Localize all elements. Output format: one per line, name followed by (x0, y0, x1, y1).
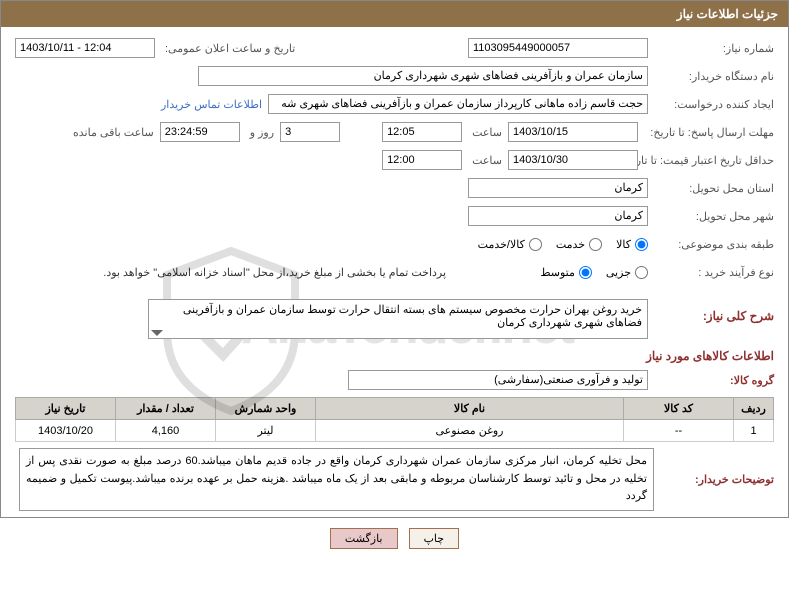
public-announce-datetime: 1403/10/11 - 12:04 (15, 38, 155, 58)
cell-unit: لیتر (216, 420, 316, 442)
label-hour-1: ساعت (468, 126, 502, 139)
label-city: شهر محل تحویل: (654, 210, 774, 223)
label-requester: ایجاد کننده درخواست: (654, 98, 774, 111)
label-need-no: شماره نیاز: (654, 42, 774, 55)
buyer-org: سازمان عمران و بازآفرینی فضاهای شهری شهر… (198, 66, 648, 86)
label-buyer-notes: توضیحات خریدار: (654, 473, 774, 486)
radio-small[interactable]: جزیی (606, 266, 648, 279)
label-public-announce: تاریخ و ساعت اعلان عمومی: (161, 42, 295, 55)
label-process-type: نوع فرآیند خرید : (654, 266, 774, 279)
category-radio-group: کالا خدمت کالا/خدمت (478, 238, 648, 251)
th-row: ردیف (734, 398, 774, 420)
label-reply-deadline: مهلت ارسال پاسخ: تا تاریخ: (644, 126, 774, 139)
panel-title: جزئیات اطلاعات نیاز (1, 1, 788, 27)
buyer-notes: محل تخلیه کرمان، انبار مرکزی سازمان عمرا… (19, 448, 654, 511)
cell-date: 1403/10/20 (16, 420, 116, 442)
scroll-down-icon[interactable] (151, 330, 163, 336)
radio-both[interactable]: کالا/خدمت (478, 238, 542, 251)
radio-service[interactable]: خدمت (556, 238, 602, 251)
delivery-city: کرمان (468, 206, 648, 226)
process-radio-group: جزیی متوسط (540, 266, 648, 279)
radio-goods[interactable]: کالا (616, 238, 648, 251)
table-row: 1 -- روغن مصنوعی لیتر 4,160 1403/10/20 (16, 420, 774, 442)
th-code: کد کالا (624, 398, 734, 420)
cell-qty: 4,160 (116, 420, 216, 442)
cell-row: 1 (734, 420, 774, 442)
buyer-contact-link[interactable]: اطلاعات تماس خریدار (161, 98, 262, 111)
print-button[interactable]: چاپ (409, 528, 460, 549)
th-unit: واحد شمارش (216, 398, 316, 420)
goods-group: تولید و فرآوری صنعتی(سفارشی) (348, 370, 648, 390)
th-date: تاریخ نیاز (16, 398, 116, 420)
label-province: استان محل تحویل: (654, 182, 774, 195)
cell-code: -- (624, 420, 734, 442)
need-number: 1103095449000057 (468, 38, 648, 58)
days-remaining: 3 (280, 122, 340, 142)
label-days-and: روز و (246, 126, 274, 139)
label-buyer-org: نام دستگاه خریدار: (654, 70, 774, 83)
label-price-validity: حداقل تاریخ اعتبار قیمت: تا تاریخ: (644, 154, 774, 167)
cell-name: روغن مصنوعی (316, 420, 624, 442)
reply-hour: 12:05 (382, 122, 462, 142)
th-qty: تعداد / مقدار (116, 398, 216, 420)
radio-medium[interactable]: متوسط (540, 266, 592, 279)
th-name: نام کالا (316, 398, 624, 420)
back-button[interactable]: بازگشت (330, 528, 398, 549)
label-category: طبقه بندی موضوعی: (654, 238, 774, 251)
label-time-remaining: ساعت باقی مانده (69, 126, 154, 139)
requester: حجت قاسم زاده ماهانی کارپرداز سازمان عمر… (268, 94, 648, 114)
price-validity-hour: 12:00 (382, 150, 462, 170)
time-remaining: 23:24:59 (160, 122, 240, 142)
label-hour-2: ساعت (468, 154, 502, 167)
label-goods-group: گروه کالا: (654, 374, 774, 387)
reply-date: 1403/10/15 (508, 122, 638, 142)
delivery-province: کرمان (468, 178, 648, 198)
price-validity-date: 1403/10/30 (508, 150, 638, 170)
payment-note: پرداخت تمام یا بخشی از مبلغ خرید،از محل … (15, 266, 534, 279)
items-table: ردیف کد کالا نام کالا واحد شمارش تعداد /… (15, 397, 774, 442)
items-section-title: اطلاعات کالاهای مورد نیاز (15, 349, 774, 363)
label-need-desc: شرح کلی نیاز: (654, 309, 774, 323)
need-description: خرید روغن بهران حرارت مخصوص سیستم های بس… (148, 299, 648, 339)
